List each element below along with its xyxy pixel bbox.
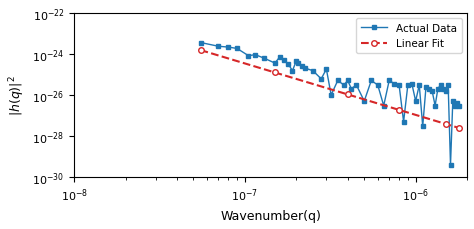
Linear Fit bbox=[396, 109, 402, 112]
Linear Fit bbox=[198, 49, 203, 52]
Actual Data bbox=[447, 164, 453, 166]
Legend: Actual Data, Linear Fit: Actual Data, Linear Fit bbox=[356, 19, 462, 54]
Linear Fit bbox=[456, 127, 462, 130]
Actual Data bbox=[324, 68, 329, 71]
Actual Data bbox=[405, 84, 410, 87]
Line: Actual Data: Actual Data bbox=[199, 42, 461, 167]
Linear Fit bbox=[443, 123, 448, 126]
Actual Data bbox=[456, 105, 462, 108]
X-axis label: Wavenumber(q): Wavenumber(q) bbox=[220, 209, 321, 222]
Actual Data bbox=[450, 100, 456, 103]
Actual Data bbox=[396, 84, 402, 87]
Y-axis label: $|h(q)|^2$: $|h(q)|^2$ bbox=[7, 75, 27, 116]
Actual Data bbox=[246, 55, 251, 58]
Linear Fit bbox=[272, 72, 278, 75]
Actual Data bbox=[354, 84, 359, 87]
Linear Fit bbox=[345, 94, 351, 96]
Actual Data bbox=[198, 42, 203, 45]
Line: Linear Fit: Linear Fit bbox=[198, 48, 462, 131]
